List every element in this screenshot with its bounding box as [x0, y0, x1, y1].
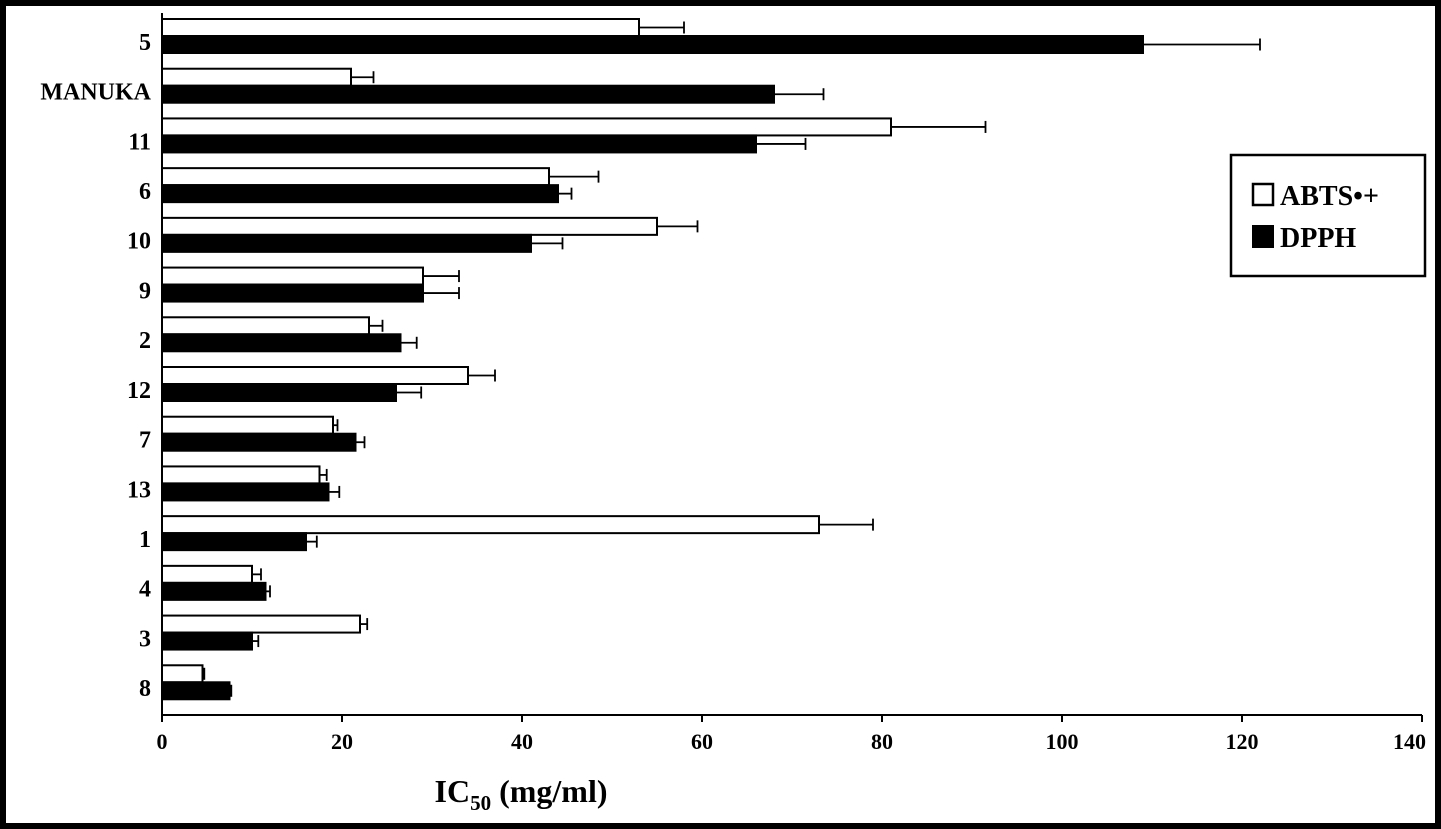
x-tick-label-140: 140	[1393, 729, 1426, 754]
bar-abts-5	[161, 18, 640, 37]
x-tick-label-120: 120	[1226, 729, 1259, 754]
category-label-1: 1	[139, 527, 151, 553]
bar-dpph-manuka	[161, 84, 775, 104]
x-axis-title: IC50 (mg/ml)	[435, 773, 608, 815]
legend-label-dpph: DPPH	[1280, 223, 1356, 254]
legend-swatch-dpph	[1252, 225, 1274, 248]
x-tick-label-80: 80	[871, 729, 893, 754]
bar-dpph-4	[161, 581, 267, 601]
bar-abts-1	[161, 515, 820, 535]
x-ticks: 0 20 40 60 80 100 120 140	[157, 715, 1426, 754]
bar-abts-9	[161, 266, 424, 286]
x-tick-label-0: 0	[157, 729, 168, 754]
bar-dpph-13	[161, 482, 330, 502]
x-axis-title-main: IC	[435, 773, 471, 809]
x-axis-title-suffix: (mg/ml)	[491, 773, 607, 809]
category-label-manuka: MANUKA	[40, 80, 151, 106]
bar-abts-7	[161, 415, 334, 435]
legend-swatch-abts	[1251, 182, 1275, 207]
category-label-6: 6	[139, 179, 151, 205]
bar-abts-3	[161, 614, 361, 634]
category-label-10: 10	[127, 229, 151, 255]
chart-frame: 0 20 40 60 80 100 120 140 5 MANUKA 11 6 10 9 2 12 7 13 1 4…	[6, 6, 1435, 823]
legend-label-abts: ABTS•+	[1280, 181, 1379, 212]
bar-dpph-5	[161, 35, 1144, 54]
category-label-9: 9	[139, 278, 151, 304]
bar-dpph-10	[161, 233, 532, 253]
bar-chart: 0 20 40 60 80 100 120 140 5 MANUKA 11 6 10 9 2 12 7 13 1 4…	[40, 13, 1427, 815]
bar-dpph-3	[161, 631, 253, 651]
legend-box	[1229, 153, 1427, 278]
x-axis-title-subscript: 50	[470, 791, 491, 815]
bar-dpph-7	[161, 432, 357, 452]
bar-dpph-12	[161, 383, 397, 402]
bar-abts-12	[161, 366, 469, 385]
bar-abts-8	[161, 664, 204, 684]
bar-abts-6	[161, 167, 550, 187]
bar-abts-manuka	[161, 67, 352, 87]
category-label-13: 13	[127, 477, 151, 503]
bar-dpph-8	[161, 681, 231, 701]
bar-dpph-11	[161, 134, 757, 154]
bar-abts-13	[161, 465, 321, 485]
category-label-3: 3	[139, 626, 151, 652]
bar-dpph-6	[161, 184, 559, 204]
legend: ABTS•+ DPPH	[1229, 153, 1427, 278]
category-label-7: 7	[139, 428, 151, 454]
x-tick-label-100: 100	[1046, 729, 1079, 754]
category-label-12: 12	[127, 378, 151, 404]
category-label-4: 4	[139, 577, 151, 603]
category-label-5: 5	[139, 30, 151, 56]
legend-label-dpph-text: DPPH	[1280, 223, 1356, 254]
category-label-8: 8	[139, 676, 151, 702]
bar-dpph-9	[161, 283, 424, 303]
axes-layer	[161, 13, 1422, 716]
bar-abts-11	[161, 117, 892, 137]
x-tick-label-40: 40	[511, 729, 533, 754]
x-tick-label-60: 60	[691, 729, 713, 754]
bar-abts-4	[161, 564, 253, 584]
category-labels: 5 MANUKA 11 6 10 9 2 12 7 13 1 4 3 8	[40, 30, 151, 702]
legend-label-abts-text: ABTS•+	[1280, 181, 1379, 212]
bar-dpph-2	[161, 333, 402, 353]
category-label-2: 2	[139, 328, 151, 354]
x-tick-label-20: 20	[331, 729, 353, 754]
category-label-11: 11	[128, 129, 151, 155]
bars-layer	[161, 18, 1261, 701]
bar-abts-10	[161, 216, 658, 236]
bar-abts-2	[161, 316, 370, 336]
bar-dpph-1	[161, 532, 307, 552]
